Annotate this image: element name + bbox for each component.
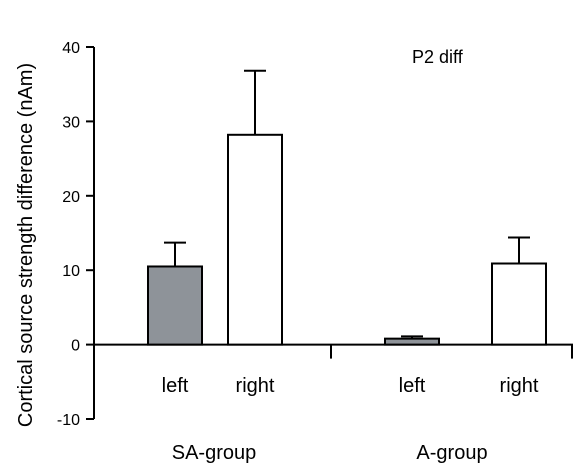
y-tick-label: 10 xyxy=(62,263,80,280)
bar-sa-group-left xyxy=(148,266,202,344)
y-tick-label: 30 xyxy=(62,114,80,131)
category-label: right xyxy=(500,375,539,397)
category-label: right xyxy=(236,375,275,397)
chart-annotation: P2 diff xyxy=(412,47,464,67)
group-label: SA-group xyxy=(172,442,257,464)
y-tick-label: 40 xyxy=(62,40,80,57)
bars xyxy=(148,71,546,345)
category-label: left xyxy=(162,375,189,397)
bar-a-group-right xyxy=(492,264,546,345)
y-tick-label: 0 xyxy=(71,338,80,355)
category-label: left xyxy=(399,375,426,397)
y-tick-label: 20 xyxy=(62,189,80,206)
bar-sa-group-right xyxy=(228,135,282,345)
axes: -10 0 10 20 30 40 xyxy=(57,40,573,429)
group-label: A-group xyxy=(416,442,487,464)
y-tick-label: -10 xyxy=(57,412,80,429)
category-labels: left right SA-group left right A-group xyxy=(162,375,539,464)
y-axis-label: Cortical source strength difference (nAm… xyxy=(15,63,37,427)
bar-a-group-left xyxy=(385,339,439,345)
